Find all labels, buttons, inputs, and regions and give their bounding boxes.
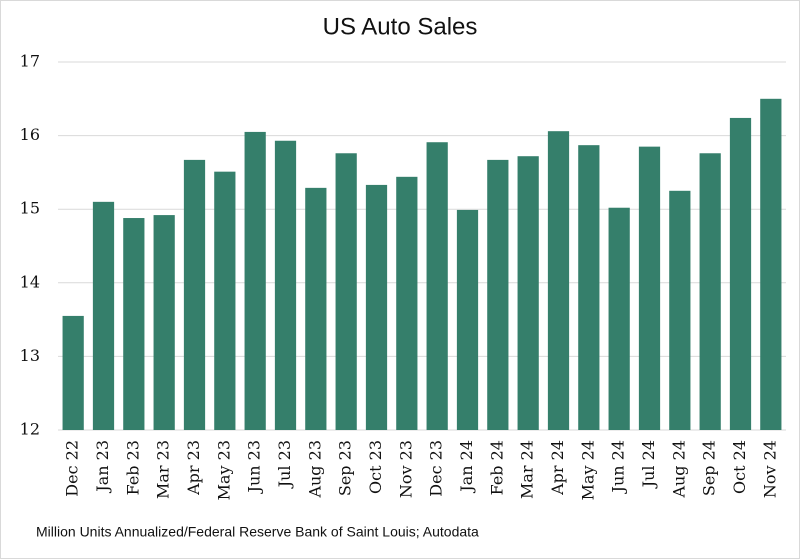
x-tick-label: Nov 23 bbox=[396, 440, 415, 498]
x-tick-label: Nov 24 bbox=[760, 440, 779, 498]
bar bbox=[92, 201, 115, 430]
bar bbox=[426, 142, 448, 430]
bar bbox=[487, 159, 509, 430]
bar bbox=[669, 190, 691, 430]
bar bbox=[760, 98, 782, 431]
y-tick-label: 12 bbox=[20, 420, 40, 439]
bar bbox=[214, 171, 236, 430]
y-tick-label: 17 bbox=[20, 52, 40, 71]
bar bbox=[396, 176, 418, 430]
bar bbox=[305, 187, 327, 430]
x-tick-label: Oct 24 bbox=[730, 440, 749, 494]
x-tick-label: Mar 24 bbox=[518, 440, 537, 499]
x-tick-label: Aug 23 bbox=[305, 440, 324, 499]
bar bbox=[365, 184, 388, 430]
x-tick-label: Jul 23 bbox=[275, 440, 294, 489]
y-tick-label: 13 bbox=[20, 346, 40, 365]
x-tick-label: Aug 24 bbox=[669, 440, 688, 499]
x-tick-label: Feb 23 bbox=[123, 440, 142, 495]
x-tick-label: Jun 24 bbox=[609, 440, 628, 494]
bar bbox=[123, 218, 145, 430]
x-tick-label: May 23 bbox=[214, 440, 233, 500]
bar bbox=[183, 159, 206, 430]
x-tick-label: Jan 24 bbox=[457, 440, 476, 494]
y-tick-label: 14 bbox=[20, 272, 40, 291]
bar bbox=[153, 215, 175, 430]
bar bbox=[547, 131, 570, 430]
bar bbox=[608, 207, 630, 430]
chart-title: US Auto Sales bbox=[323, 13, 478, 40]
x-tick-label: Jun 23 bbox=[245, 440, 264, 494]
bar bbox=[335, 153, 357, 430]
bar bbox=[62, 315, 84, 430]
x-tick-label: Dec 23 bbox=[427, 440, 446, 497]
x-tick-label: Apr 23 bbox=[184, 440, 203, 496]
bar bbox=[729, 117, 752, 430]
bar bbox=[517, 156, 539, 430]
x-tick-label: Dec 22 bbox=[63, 440, 82, 497]
bar bbox=[274, 140, 297, 430]
bar bbox=[456, 209, 479, 430]
y-tick-label: 15 bbox=[20, 199, 40, 218]
bar bbox=[578, 145, 600, 430]
bar bbox=[638, 146, 661, 430]
source-note: Million Units Annualized/Federal Reserve… bbox=[36, 524, 479, 540]
bar bbox=[244, 131, 266, 431]
x-tick-label: May 24 bbox=[578, 440, 597, 500]
x-tick-label: Sep 23 bbox=[336, 440, 355, 496]
x-tick-label: Feb 24 bbox=[487, 440, 506, 495]
x-tick-label: Mar 23 bbox=[154, 440, 173, 499]
x-tick-label: Sep 24 bbox=[700, 440, 719, 496]
y-tick-label: 16 bbox=[20, 125, 40, 144]
x-tick-label: Oct 23 bbox=[366, 440, 385, 494]
x-tick-label: Jul 24 bbox=[639, 440, 658, 489]
x-tick-label: Jan 23 bbox=[93, 440, 112, 494]
x-tick-label: Apr 24 bbox=[548, 440, 567, 496]
bar bbox=[699, 153, 721, 430]
